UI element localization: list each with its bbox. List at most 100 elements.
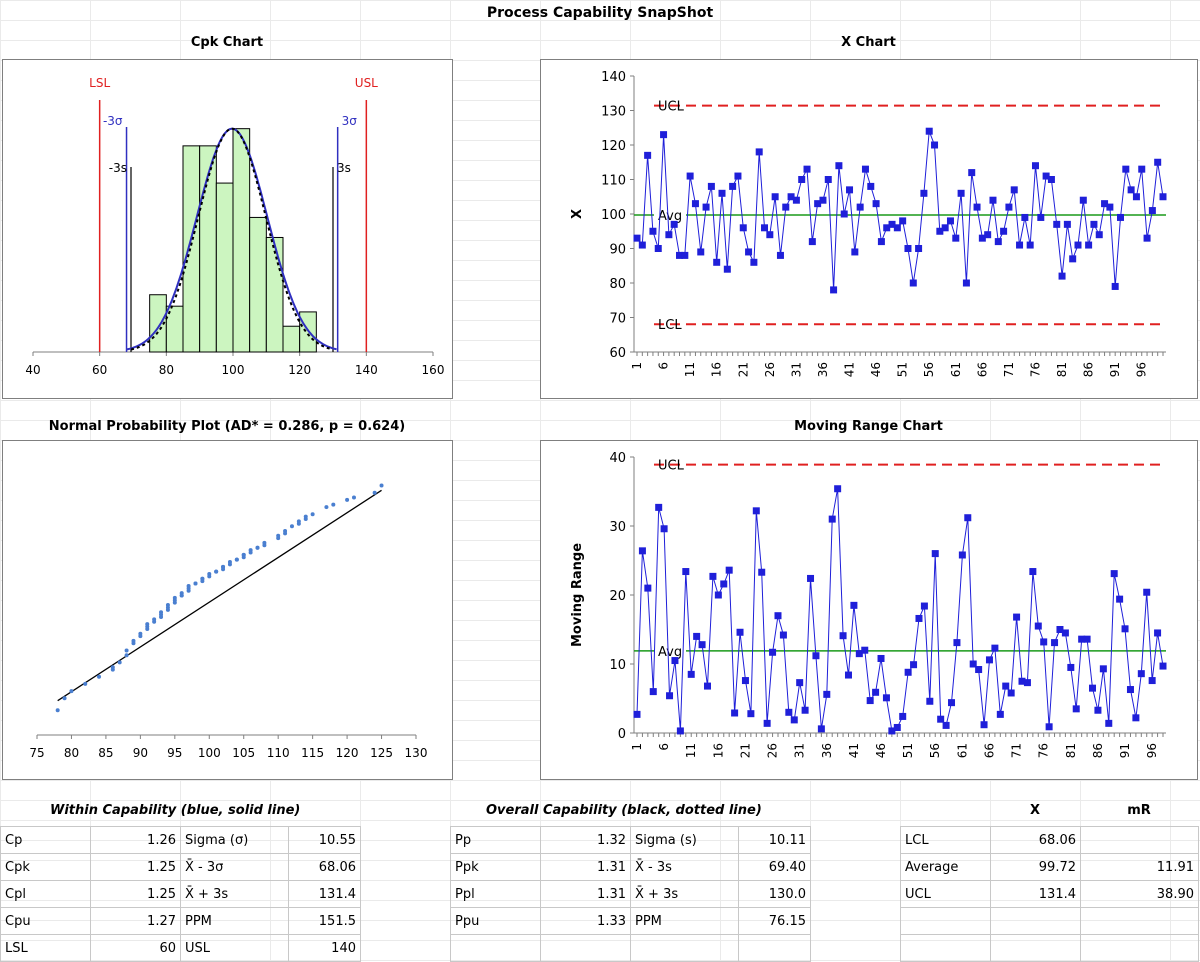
within-cell-value2[interactable]: 68.06 xyxy=(288,853,361,881)
overall-cell-value2[interactable]: 10.11 xyxy=(738,826,811,854)
mrchart-point xyxy=(850,601,858,609)
overall-cell-label[interactable]: Ppk xyxy=(450,853,541,881)
within-cell-label[interactable]: Cpu xyxy=(0,907,91,935)
x-chart[interactable]: 60 70 80 90 100 110 120 130 140 1 6 11 16 21 26 31 36 41 4… xyxy=(540,59,1198,399)
limits-cell-label[interactable]: LCL xyxy=(900,826,991,854)
npp-x-tick-label: 125 xyxy=(370,746,393,760)
within-cell-label2[interactable]: USL xyxy=(180,934,289,962)
overall-cell-value[interactable] xyxy=(540,934,631,962)
mrchart-y-axis-title: Moving Range xyxy=(570,543,585,647)
overall-cell-label2[interactable]: X̄ - 3s xyxy=(630,853,739,881)
limits-cell-mr[interactable] xyxy=(1080,934,1199,962)
within-cell-value[interactable]: 1.27 xyxy=(90,907,181,935)
limits-cell-label[interactable]: Average xyxy=(900,853,991,881)
xchart-y-tick-label: 90 xyxy=(609,243,626,258)
overall-cell-label[interactable]: Ppl xyxy=(450,880,541,908)
overall-cell-value[interactable]: 1.33 xyxy=(540,907,631,935)
mrchart-point xyxy=(714,591,722,599)
mrchart-point xyxy=(758,568,766,576)
overall-cell-value[interactable]: 1.32 xyxy=(540,826,631,854)
xchart-point xyxy=(792,196,800,204)
xchart-point xyxy=(670,220,678,228)
mrchart-point xyxy=(1094,706,1102,714)
within-row: Cpu 1.27 PPM 151.5 xyxy=(0,907,361,935)
xchart-point xyxy=(861,165,869,173)
limits-cell-x[interactable] xyxy=(990,934,1081,962)
overall-cell-label2[interactable]: Sigma (s) xyxy=(630,826,739,854)
mrchart-x-tick-label: 11 xyxy=(684,743,698,758)
overall-cell-label[interactable]: Pp xyxy=(450,826,541,854)
mrchart-x-tick-label: 61 xyxy=(955,743,969,758)
cpk-x-tick-label: 60 xyxy=(92,363,107,377)
within-cell-value2[interactable]: 151.5 xyxy=(288,907,361,935)
xchart-x-tick-label: 61 xyxy=(949,362,963,377)
mrchart-x-tick-label: 66 xyxy=(982,743,996,758)
mrchart-point xyxy=(709,572,717,580)
xchart-ucl-label: UCL xyxy=(658,100,685,115)
within-cell-label[interactable]: Cpk xyxy=(0,853,91,881)
mrchart-point xyxy=(1051,639,1059,647)
normal-probability-plot[interactable]: 75 80 85 90 95 100 105 110 115 120 125 130 xyxy=(2,440,453,780)
cpk-chart[interactable]: 40 60 80 100 120 140 160 LSL USL -3σ 3σ -3s 3s xyxy=(2,59,453,399)
within-cell-value[interactable]: 1.25 xyxy=(90,880,181,908)
overall-cell-value2[interactable]: 69.40 xyxy=(738,853,811,881)
within-cell-label2[interactable]: X̄ - 3σ xyxy=(180,853,289,881)
mrchart-point xyxy=(1061,629,1069,637)
xchart-point xyxy=(761,224,769,232)
limits-cell-x[interactable]: 131.4 xyxy=(990,880,1081,908)
within-cell-label[interactable]: Cp xyxy=(0,826,91,854)
overall-cell-label[interactable] xyxy=(450,934,541,962)
limits-cell-x[interactable]: 99.72 xyxy=(990,853,1081,881)
within-cell-label2[interactable]: X̄ + 3s xyxy=(180,880,289,908)
cpk-ref-label: 3s xyxy=(337,161,351,175)
overall-cell-value[interactable]: 1.31 xyxy=(540,880,631,908)
within-cell-label[interactable]: LSL xyxy=(0,934,91,962)
overall-cell-value2[interactable]: 130.0 xyxy=(738,880,811,908)
within-cell-value2[interactable]: 10.55 xyxy=(288,826,361,854)
limits-cell-label[interactable] xyxy=(900,907,991,935)
limits-cell-x[interactable] xyxy=(990,907,1081,935)
overall-cell-label2[interactable] xyxy=(630,934,739,962)
npp-x-tick-label: 110 xyxy=(267,746,290,760)
npp-point xyxy=(310,512,315,517)
within-cell-value[interactable]: 60 xyxy=(90,934,181,962)
mrchart-point xyxy=(1034,622,1042,630)
mrchart-point xyxy=(920,602,928,610)
within-cell-value[interactable]: 1.26 xyxy=(90,826,181,854)
limits-cell-label[interactable] xyxy=(900,934,991,962)
overall-cell-label2[interactable]: X̄ + 3s xyxy=(630,880,739,908)
overall-cell-value2[interactable] xyxy=(738,934,811,962)
mrchart-point xyxy=(785,708,793,716)
limits-cell-mr[interactable] xyxy=(1080,907,1199,935)
limits-cell-x[interactable]: 68.06 xyxy=(990,826,1081,854)
limits-cell-mr[interactable] xyxy=(1080,826,1199,854)
npp-point xyxy=(207,571,212,576)
overall-row: Pp 1.32 Sigma (s) 10.11 xyxy=(450,826,811,854)
within-cell-value2[interactable]: 131.4 xyxy=(288,880,361,908)
within-cell-label2[interactable]: Sigma (σ) xyxy=(180,826,289,854)
mrchart-point xyxy=(644,584,652,592)
overall-cell-label2[interactable]: PPM xyxy=(630,907,739,935)
limits-cell-label[interactable]: UCL xyxy=(900,880,991,908)
mrchart-point xyxy=(1002,682,1010,690)
overall-cell-value2[interactable]: 76.15 xyxy=(738,907,811,935)
within-cell-value2[interactable]: 140 xyxy=(288,934,361,962)
overall-cell-value[interactable]: 1.31 xyxy=(540,853,631,881)
xchart-point xyxy=(1016,241,1024,249)
mrchart-avg-label: Avg xyxy=(658,645,682,660)
within-cell-label2[interactable]: PPM xyxy=(180,907,289,935)
mrchart-point xyxy=(671,657,679,665)
limits-cell-mr[interactable]: 38.90 xyxy=(1080,880,1199,908)
overall-cell-label[interactable]: Ppu xyxy=(450,907,541,935)
xchart-point xyxy=(633,234,641,242)
xchart-point xyxy=(1079,196,1087,204)
xchart-lcl-label: LCL xyxy=(658,318,682,333)
limits-cell-mr[interactable]: 11.91 xyxy=(1080,853,1199,881)
within-cell-value[interactable]: 1.25 xyxy=(90,853,181,881)
moving-range-chart[interactable]: 0 10 20 30 40 1 6 11 16 21 26 31 36 41 46 51 56 61 66 71 76 8… xyxy=(540,440,1198,780)
mrchart-point xyxy=(1154,629,1162,637)
xchart-point xyxy=(638,241,646,249)
within-cell-label[interactable]: Cpl xyxy=(0,880,91,908)
xchart-point xyxy=(713,258,721,266)
